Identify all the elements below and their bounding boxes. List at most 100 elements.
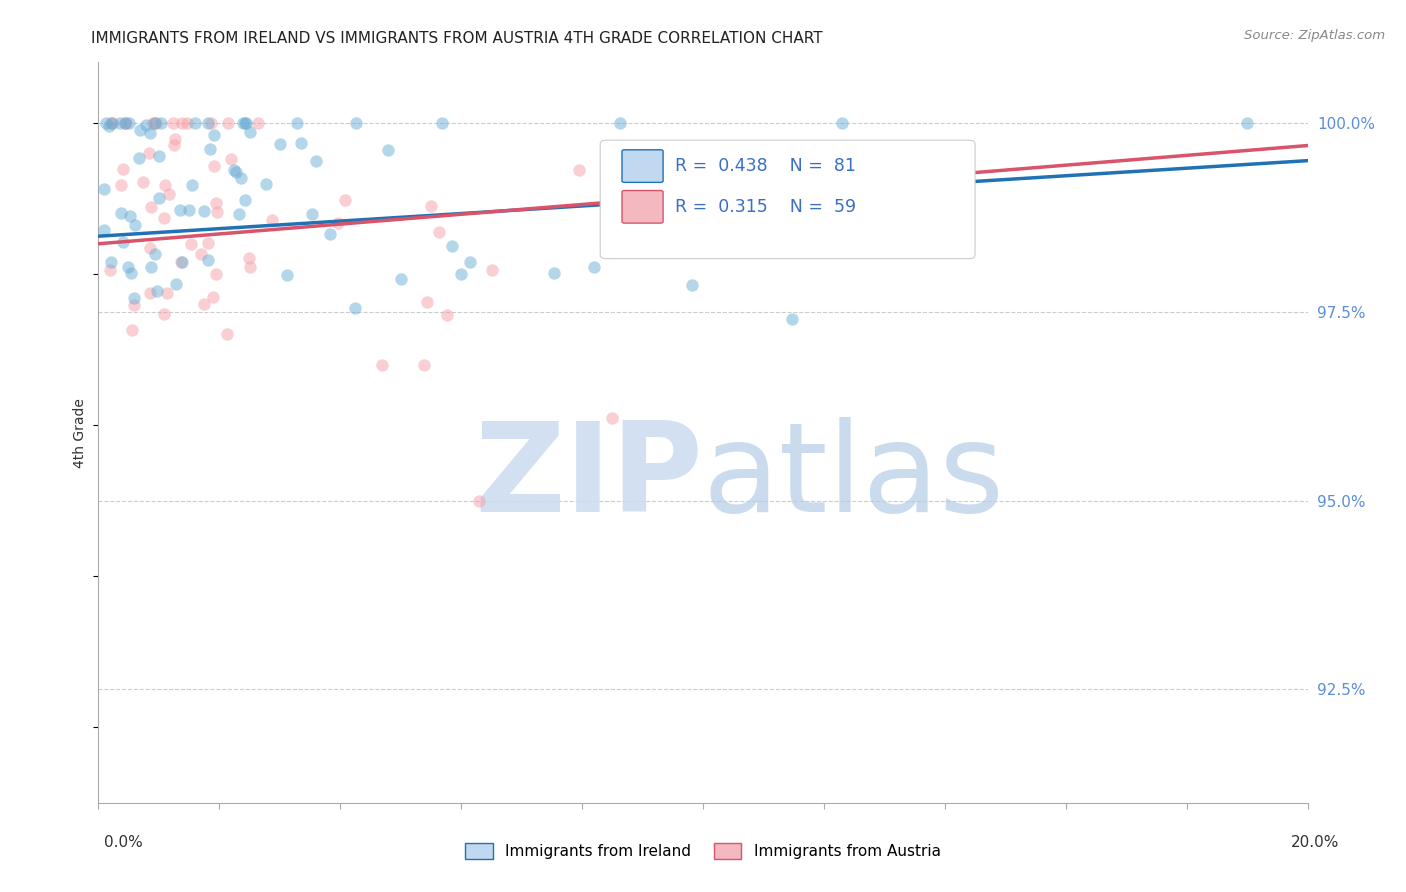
Text: 20.0%: 20.0% <box>1291 836 1339 850</box>
Point <box>139 285 162 300</box>
Point <box>233 194 256 208</box>
Point <box>139 200 162 214</box>
Point <box>172 116 194 130</box>
Point <box>118 209 141 223</box>
Point <box>883 225 905 239</box>
Point <box>132 175 155 189</box>
Point <box>202 290 225 304</box>
FancyBboxPatch shape <box>621 191 664 223</box>
Point <box>430 116 453 130</box>
Point <box>153 211 176 226</box>
Point <box>873 170 896 185</box>
Point <box>120 266 142 280</box>
Point <box>197 252 219 267</box>
Point <box>97 119 120 133</box>
Point <box>427 225 450 239</box>
Point <box>543 266 565 280</box>
Point <box>215 327 238 342</box>
Text: R =  0.315    N =  59: R = 0.315 N = 59 <box>675 198 856 216</box>
Point <box>229 170 252 185</box>
Point <box>142 116 165 130</box>
Point <box>100 255 122 269</box>
Point <box>139 260 162 275</box>
Point <box>285 116 308 130</box>
Point <box>681 278 703 293</box>
Point <box>239 260 262 274</box>
FancyBboxPatch shape <box>600 140 976 259</box>
Point <box>118 116 141 130</box>
Point <box>246 116 269 130</box>
Point <box>146 284 169 298</box>
Point <box>458 255 481 269</box>
Point <box>205 267 228 281</box>
Text: atlas: atlas <box>703 417 1005 538</box>
Point <box>202 159 225 173</box>
Point <box>818 224 841 238</box>
Point <box>114 116 136 130</box>
Point <box>117 260 139 275</box>
Point <box>121 323 143 337</box>
Point <box>468 493 491 508</box>
FancyBboxPatch shape <box>621 150 664 182</box>
Point <box>124 298 146 312</box>
Point <box>319 227 342 241</box>
Point <box>436 308 458 322</box>
Point <box>207 205 229 219</box>
Point <box>157 187 180 202</box>
Point <box>93 223 115 237</box>
Point <box>370 358 392 372</box>
Point <box>100 116 122 130</box>
Point <box>138 146 160 161</box>
Point <box>143 116 166 130</box>
Point <box>238 251 260 265</box>
Point <box>181 178 204 192</box>
Point <box>481 263 503 277</box>
Point <box>139 241 162 255</box>
Point <box>301 207 323 221</box>
Point <box>377 143 399 157</box>
Point <box>110 178 132 192</box>
Point <box>115 116 138 130</box>
Point <box>101 116 124 130</box>
Point <box>202 128 225 142</box>
Point <box>235 116 257 130</box>
Point <box>135 118 157 132</box>
Point <box>225 165 247 179</box>
Point <box>108 116 131 130</box>
Point <box>124 218 146 232</box>
Point <box>148 190 170 204</box>
Point <box>114 116 136 130</box>
Point <box>1236 116 1258 130</box>
Point <box>93 181 115 195</box>
Point <box>413 358 436 372</box>
Point <box>233 116 256 130</box>
Point <box>200 116 222 130</box>
Point <box>180 237 202 252</box>
Point <box>112 235 135 250</box>
Point <box>110 206 132 220</box>
Point <box>163 137 186 152</box>
Point <box>239 125 262 139</box>
Point <box>184 116 207 130</box>
Point <box>155 286 177 301</box>
Point <box>148 149 170 163</box>
Point <box>177 203 200 218</box>
Point <box>165 277 187 291</box>
Legend: Immigrants from Ireland, Immigrants from Austria: Immigrants from Ireland, Immigrants from… <box>460 838 946 865</box>
Point <box>831 116 853 130</box>
Text: R =  0.438    N =  81: R = 0.438 N = 81 <box>675 157 856 175</box>
Point <box>165 132 187 146</box>
Point <box>197 116 219 130</box>
Point <box>222 163 245 178</box>
Point <box>172 255 194 269</box>
Point <box>193 203 215 218</box>
Point <box>780 312 803 326</box>
Point <box>602 410 624 425</box>
Point <box>344 116 367 130</box>
Point <box>582 260 605 274</box>
Point <box>145 247 167 261</box>
Point <box>440 238 463 252</box>
Point <box>153 178 176 192</box>
Point <box>128 151 150 165</box>
Point <box>416 295 439 310</box>
